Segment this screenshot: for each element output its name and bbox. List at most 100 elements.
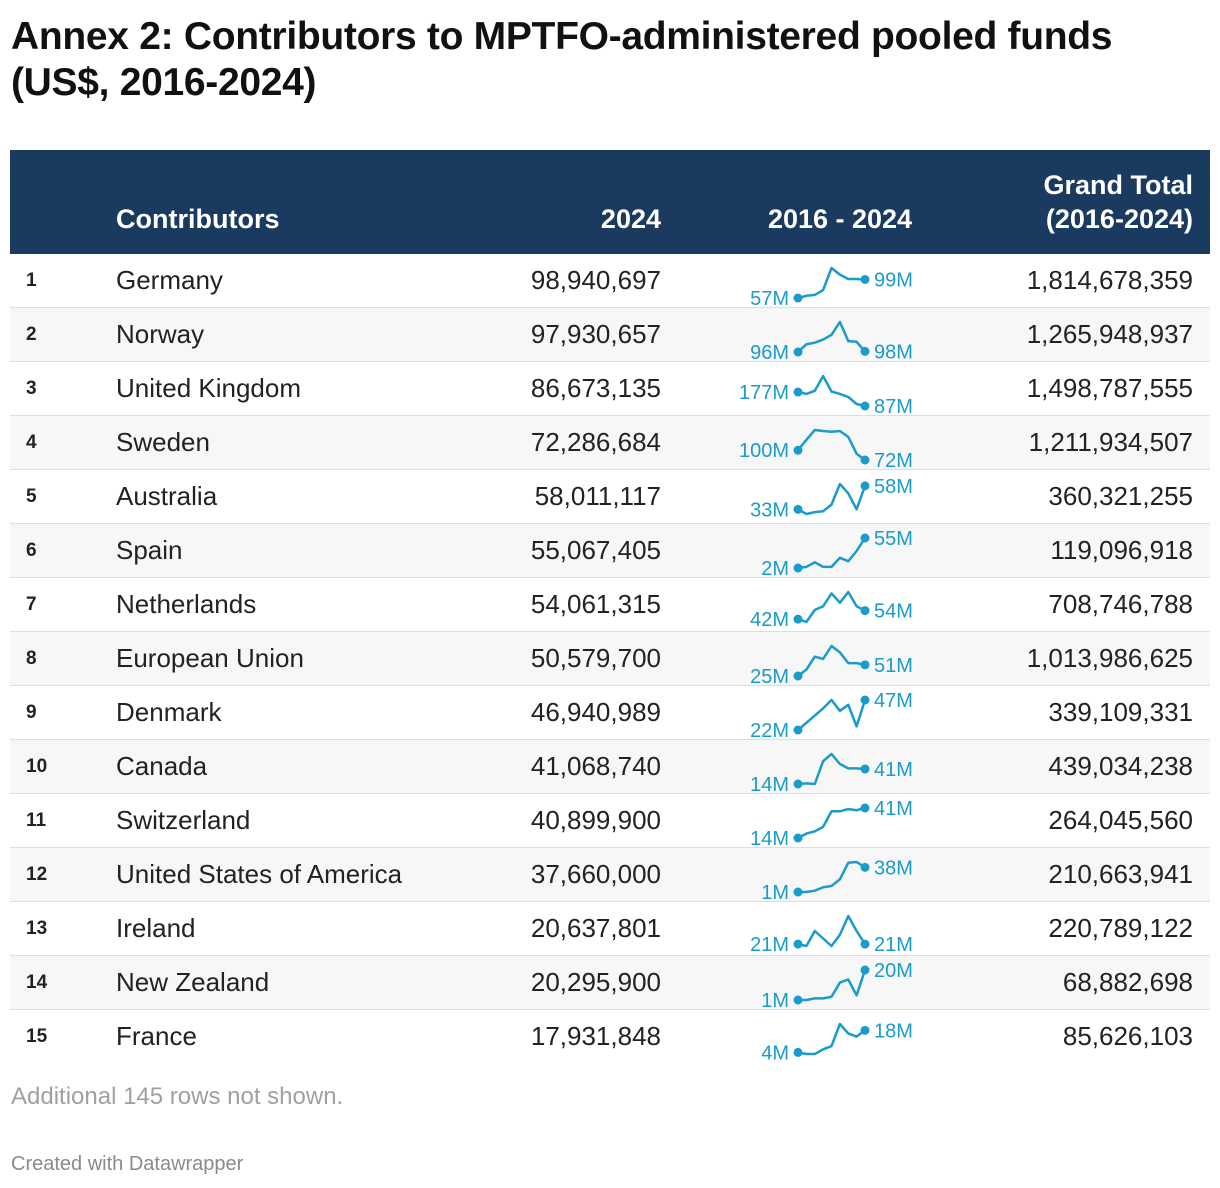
sparkline-end-dot (860, 1025, 870, 1035)
sparkline-start-label: 96M (750, 342, 789, 361)
value-2024: 86,673,135 (530, 373, 661, 403)
sparkline-start-dot (793, 563, 803, 573)
value-2024: 98,940,697 (530, 265, 661, 295)
contributor-name: Germany (116, 265, 223, 295)
value-2024: 41,068,740 (530, 751, 661, 781)
contributor-name: United States of America (116, 859, 403, 889)
sparkline-end-dot (860, 274, 870, 284)
sparkline-start-label: 1M (761, 882, 789, 901)
rank-cell: 9 (26, 702, 37, 723)
sparkline-end-label: 41M (874, 798, 913, 820)
sparkline-start-label: 33M (750, 499, 789, 521)
trend-sparkline: 33M 58M (750, 476, 913, 521)
table-row: 1 Germany 98,940,697 1,814,678,359 57M 99M (10, 254, 1210, 308)
sparkline-end-dot (860, 455, 870, 465)
grand-total-value: 119,096,918 (1050, 535, 1193, 565)
rank-cell: 2 (26, 324, 37, 345)
table-row: 9 Denmark 46,940,989 339,109,331 22M 47M (10, 686, 1210, 740)
contributor-name: France (116, 1021, 197, 1051)
sparkline-path (798, 969, 867, 1002)
grand-total-value: 210,663,941 (1048, 859, 1193, 889)
rows-not-shown-note: Additional 145 rows not shown. (11, 1083, 344, 1110)
table-row: 7 Netherlands 54,061,315 708,746,788 42M 54M (10, 578, 1210, 632)
trend-sparkline: 25M 51M (750, 644, 913, 685)
sparkline-start-dot (793, 995, 803, 1005)
grand-total-value: 1,498,787,555 (1026, 373, 1193, 403)
sparkline-end-label: 18M (874, 1020, 913, 1042)
value-2024: 58,011,117 (534, 481, 661, 511)
grand-total-value: 1,265,948,937 (1026, 319, 1193, 349)
sparkline-end-label: 20M (874, 960, 913, 982)
sparkline-end-label: 47M (874, 690, 913, 712)
rank-cell: 11 (26, 810, 47, 831)
trend-sparkline: 4M 18M (761, 1020, 913, 1063)
table-row: 6 Spain 55,067,405 119,096,918 2M 55M (10, 524, 1210, 578)
trend-sparkline: 100M 72M (739, 428, 913, 469)
sparkline-end-label: 38M (874, 857, 913, 879)
sparkline-path (798, 860, 866, 894)
sparkline-path (797, 320, 866, 353)
sparkline-end-dot (860, 481, 870, 491)
sparkline-end-label: 51M (874, 655, 913, 677)
rank-cell: 6 (26, 540, 37, 561)
table-row: 13 Ireland 20,637,801 220,789,122 21M 21M (10, 902, 1210, 956)
sparkline-start-dot (793, 1047, 803, 1057)
trend-sparkline: 57M 99M (750, 266, 913, 307)
trend-sparkline: 14M 41M (750, 752, 913, 793)
contributor-name: Canada (116, 751, 208, 781)
sparkline-path (797, 806, 866, 840)
sparkline-start-dot (793, 939, 803, 949)
column-header-contributors[interactable]: Contributors (116, 204, 280, 234)
value-2024: 17,931,848 (530, 1021, 661, 1051)
table-row: 11 Switzerland 40,899,900 264,045,560 14M 41M (10, 794, 1210, 848)
datawrapper-credit: Created with Datawrapper (11, 1153, 244, 1175)
sparkline-start-dot (793, 445, 803, 455)
sparkline-path (797, 537, 867, 570)
sparkline-end-dot (860, 764, 870, 774)
sparkline-path (797, 374, 866, 408)
sparkline-start-dot (793, 725, 803, 735)
sparkline-start-dot (793, 347, 803, 357)
trend-sparkline: 96M 98M (750, 320, 913, 361)
sparkline-end-label: 72M (874, 450, 913, 469)
rank-cell: 13 (26, 918, 48, 939)
grand-total-value: 708,746,788 (1048, 589, 1193, 619)
page-title: Annex 2: Contributors to MPTFO-administe… (11, 15, 1113, 104)
sparkline-start-label: 57M (750, 288, 789, 307)
sparkline-path (797, 698, 867, 731)
grand-total-value: 220,789,122 (1048, 913, 1193, 943)
sparkline-end-dot (860, 965, 870, 975)
sparkline-start-dot (793, 504, 803, 514)
sparkline-start-label: 4M (761, 1042, 789, 1063)
rank-cell: 5 (26, 486, 37, 507)
rank-cell: 3 (26, 378, 37, 399)
sparkline-start-label: 2M (761, 558, 789, 577)
value-2024: 37,660,000 (530, 859, 661, 889)
rank-cell: 15 (26, 1026, 48, 1047)
sparkline-end-label: 99M (874, 269, 913, 291)
contributor-name: Netherlands (116, 589, 257, 619)
table-body: 1 Germany 98,940,697 1,814,678,359 57M 99M 2 No… (10, 254, 1210, 1063)
grand-total-header-line1: Grand Total (1043, 170, 1193, 200)
table-row: 10 Canada 41,068,740 439,034,238 14M 41M (10, 740, 1210, 794)
trend-sparkline: 42M 54M (750, 590, 913, 631)
column-header-2024[interactable]: 2024 (600, 204, 661, 234)
sparkline-start-label: 1M (761, 990, 789, 1009)
sparkline-end-label: 54M (874, 601, 913, 623)
grand-total-value: 439,034,238 (1048, 751, 1193, 781)
sparkline-path (797, 266, 866, 300)
table-row: 4 Sweden 72,286,684 1,211,934,507 100M 72M (10, 416, 1210, 470)
trend-sparkline: 1M 20M (761, 960, 913, 1009)
value-2024: 97,930,657 (530, 319, 661, 349)
sparkline-path (797, 1022, 866, 1056)
column-header-grand-total[interactable]: Grand Total (2016-2024) (1043, 168, 1193, 236)
sparkline-end-label: 41M (874, 759, 913, 781)
contributor-name: Denmark (116, 697, 222, 727)
sparkline-start-label: 14M (750, 828, 789, 847)
value-2024: 54,061,315 (530, 589, 661, 619)
value-2024: 50,579,700 (530, 643, 661, 673)
table-row: 8 European Union 50,579,700 1,013,986,625 25… (10, 632, 1210, 686)
sparkline-end-label: 87M (874, 396, 913, 415)
contributor-name: Spain (116, 535, 183, 565)
grand-total-value: 85,626,103 (1062, 1021, 1193, 1051)
